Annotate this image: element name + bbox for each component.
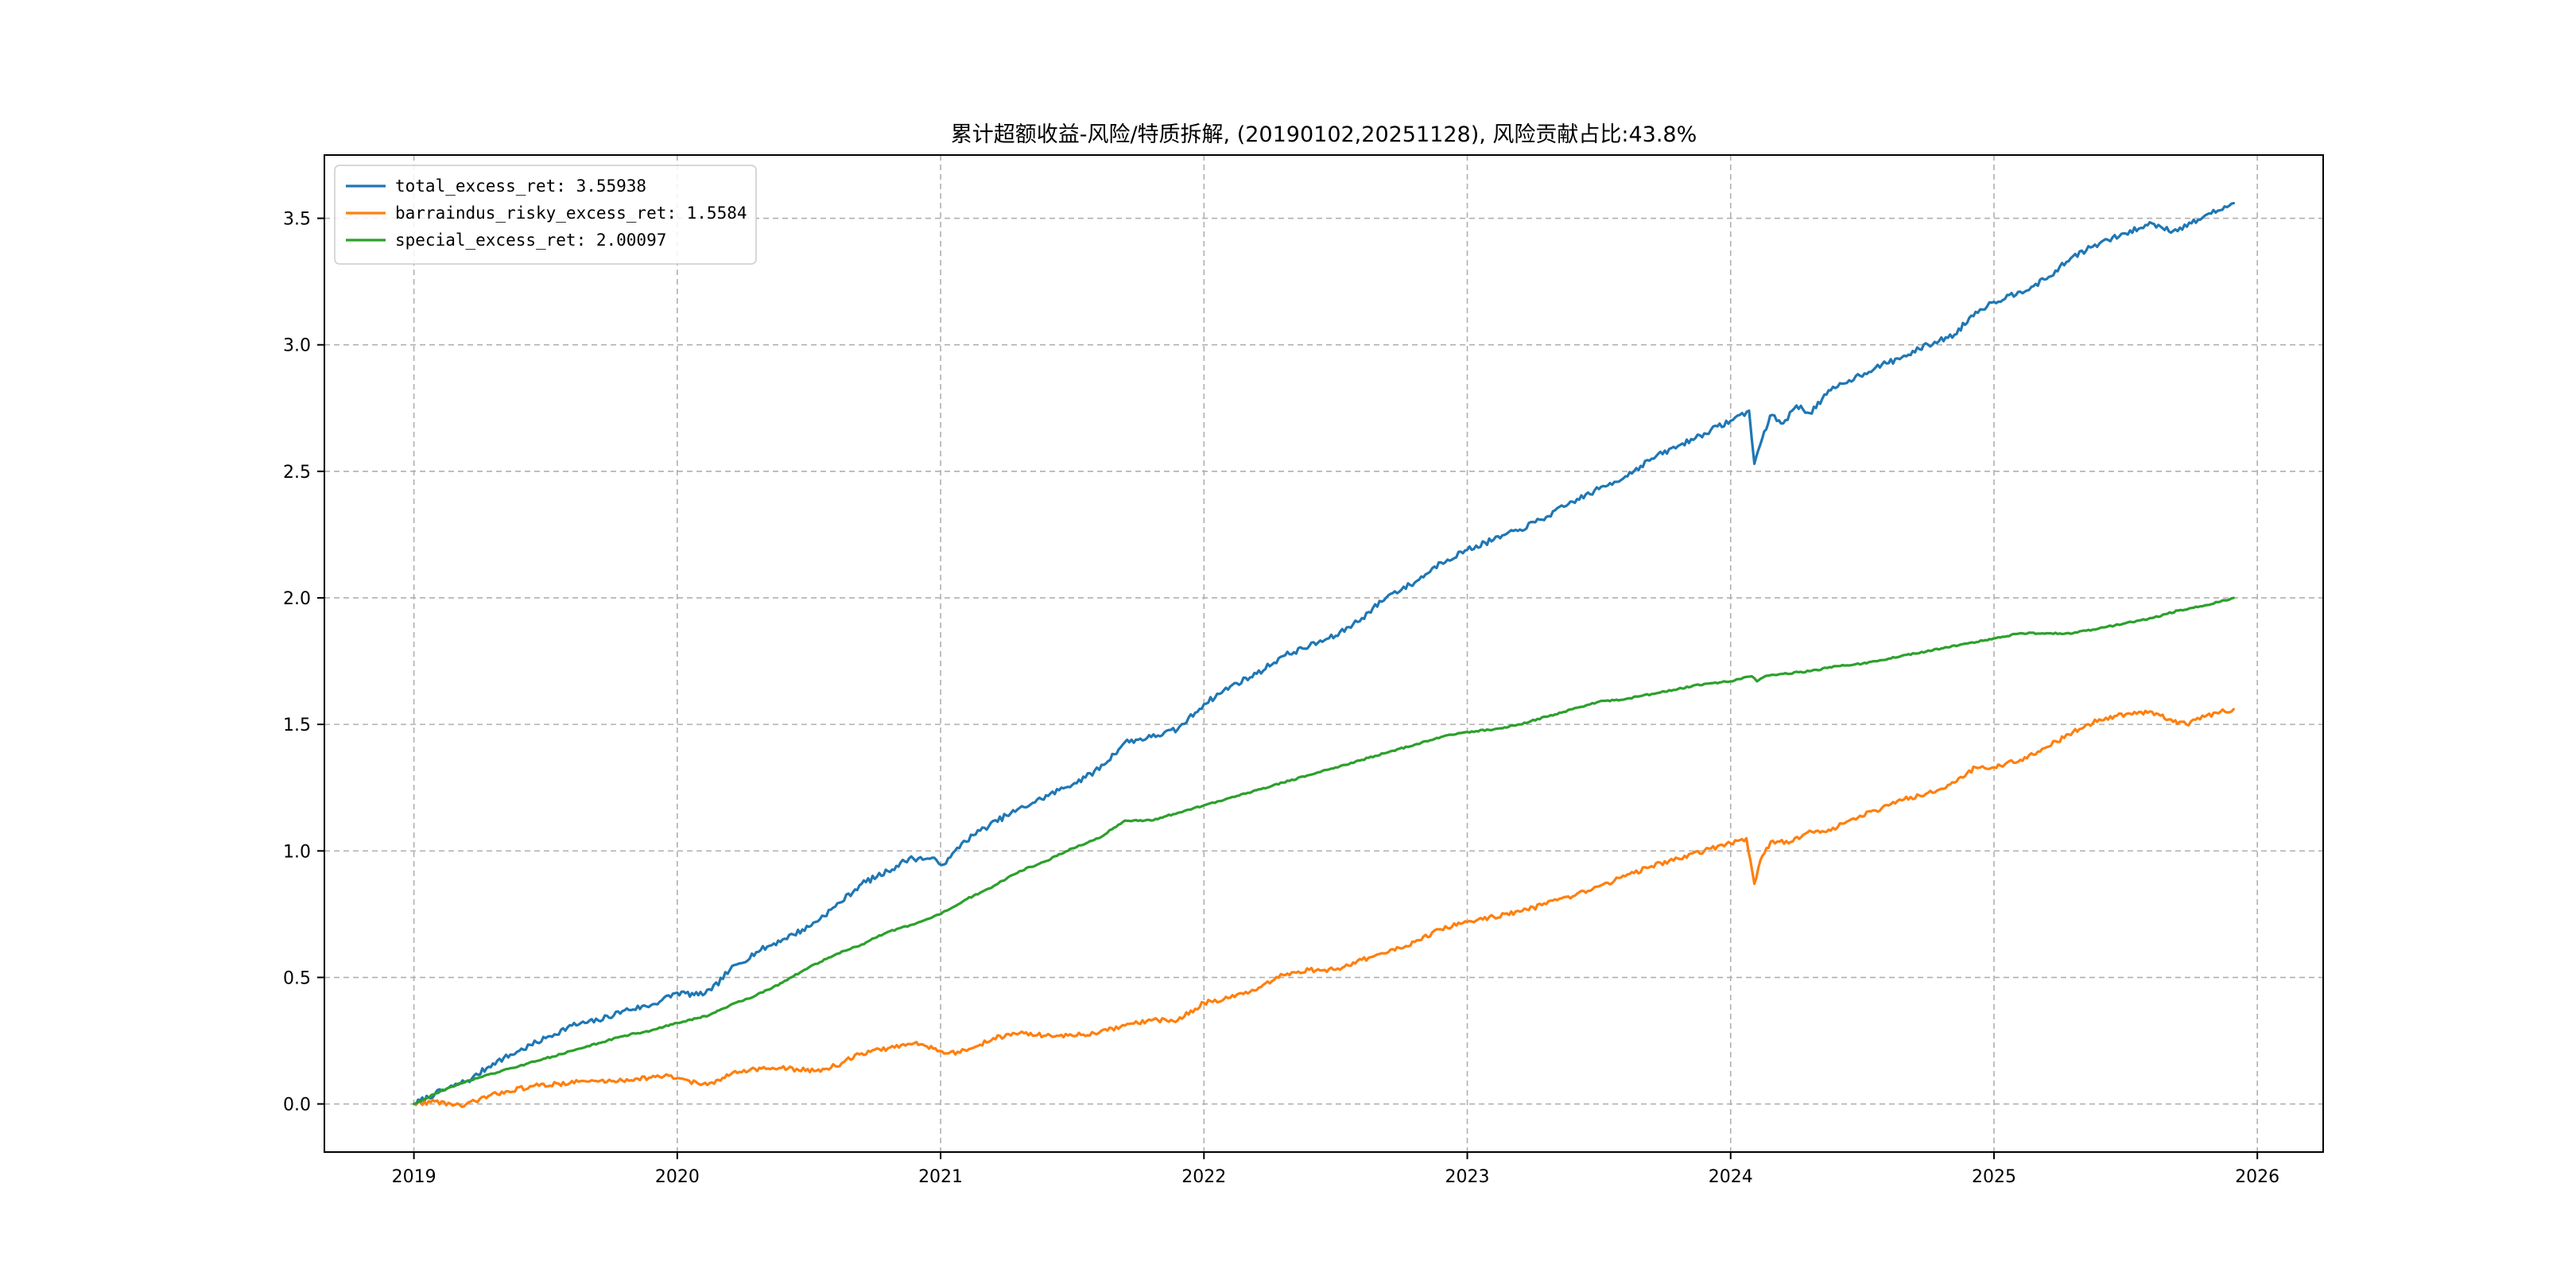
y-tick-label: 3.0 <box>283 336 311 356</box>
legend: total_excess_ret: 3.55938 barraindus_risk… <box>334 165 757 265</box>
y-tick-label: 0.5 <box>283 968 311 988</box>
x-axis: 2019 2020 2021 2022 2023 2024 2025 2026 <box>392 1152 2279 1187</box>
y-tick-label: 2.5 <box>283 463 311 483</box>
x-tick-label: 2023 <box>1445 1167 1490 1187</box>
x-tick-label: 2026 <box>2235 1167 2279 1187</box>
series-line-0 <box>413 201 2235 1106</box>
series-line-2 <box>413 596 2235 1106</box>
x-tick-label: 2019 <box>392 1167 436 1187</box>
legend-label: total_excess_ret: 3.55938 <box>395 177 646 196</box>
grid <box>324 155 2323 1152</box>
y-tick-label: 3.5 <box>283 210 311 230</box>
y-tick-label: 2.0 <box>283 589 311 609</box>
x-tick-label: 2024 <box>1709 1167 1753 1187</box>
y-tick-label: 1.5 <box>283 716 311 735</box>
series-line-1 <box>413 708 2235 1108</box>
x-tick-label: 2021 <box>918 1167 963 1187</box>
series-lines <box>413 201 2235 1108</box>
y-tick-label: 1.0 <box>283 842 311 862</box>
x-tick-label: 2020 <box>655 1167 700 1187</box>
plot-frame <box>324 154 2324 1153</box>
legend-label: special_excess_ret: 2.00097 <box>395 231 666 250</box>
y-tick-label: 0.0 <box>283 1096 311 1115</box>
legend-label: barraindus_risky_excess_ret: 1.5584 <box>395 204 747 223</box>
x-tick-label: 2025 <box>1972 1167 2016 1187</box>
x-tick-label: 2022 <box>1181 1167 1226 1187</box>
y-axis: 0.0 0.5 1.0 1.5 2.0 2.5 3.0 3.5 <box>283 210 324 1115</box>
chart-title: 累计超额收益-风险/特质拆解, (20190102,20251128), 风险贡… <box>951 122 1697 147</box>
legend-box <box>334 165 757 265</box>
